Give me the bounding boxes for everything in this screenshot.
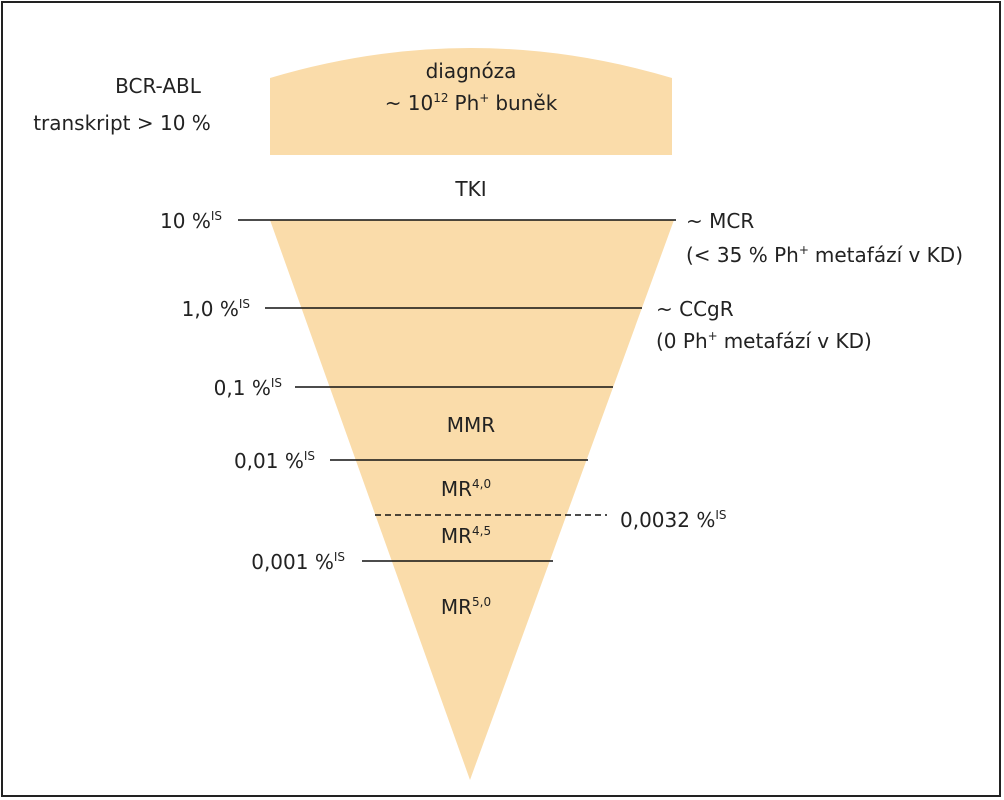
text: 0,001 % [251, 550, 334, 574]
response-detail: (0 Ph+ metafází v KD) [656, 329, 872, 353]
zone-label: MR5,0 [441, 595, 491, 619]
zone-label: MMR [447, 413, 496, 437]
text: (0 Ph [656, 329, 708, 353]
superscript: + [479, 91, 489, 105]
text: metafází v KD) [815, 243, 963, 267]
superscript: 4,0 [472, 477, 491, 491]
text: 10 % [160, 209, 211, 233]
response-title: ~ CCgR [656, 297, 734, 321]
superscript: IS [715, 508, 726, 522]
text: 0,01 % [234, 449, 304, 473]
text: 0,1 % [214, 376, 271, 400]
funnel [270, 220, 674, 780]
superscript: 4,5 [472, 524, 491, 538]
diagnosis-count: ~ 1012 Ph+ buněk [385, 91, 558, 115]
response-detail: (< 35 % Ph+ metafází v KD) [686, 243, 963, 267]
text: 1,0 % [182, 297, 239, 321]
text: ~ 10 [385, 91, 434, 115]
superscript: IS [271, 376, 282, 390]
zone-label: MR4,0 [441, 477, 491, 501]
superscript: IS [239, 297, 250, 311]
text: (< 35 % Ph [686, 243, 799, 267]
superscript: IS [334, 550, 345, 564]
diagnosis-cap [270, 48, 672, 155]
superscript: 12 [433, 91, 448, 105]
superscript: + [799, 243, 809, 257]
text: buněk [495, 91, 557, 115]
level-label: 0,001 %IS [251, 550, 345, 574]
zone-label: MR4,5 [441, 524, 491, 548]
text: MR [441, 477, 472, 501]
therapy: TKI [454, 177, 486, 201]
text: 0,0032 % [620, 508, 715, 532]
dashed-level-label: 0,0032 %IS [620, 508, 727, 532]
level-label: 10 %IS [160, 209, 222, 233]
diagnosis-title: diagnóza [426, 59, 517, 83]
text: MR [441, 524, 472, 548]
superscript: 5,0 [472, 595, 491, 609]
level-label: 1,0 %IS [182, 297, 250, 321]
note-line: transkript > 10 % [33, 111, 211, 135]
text: metafází v KD) [724, 329, 872, 353]
superscript: + [708, 329, 718, 343]
text: MR [441, 595, 472, 619]
superscript: IS [211, 209, 222, 223]
level-label: 0,1 %IS [214, 376, 282, 400]
superscript: IS [304, 449, 315, 463]
level-label: 0,01 %IS [234, 449, 315, 473]
text: Ph [455, 91, 480, 115]
response-title: ~ MCR [686, 209, 754, 233]
note-line: BCR-ABL [115, 74, 202, 98]
